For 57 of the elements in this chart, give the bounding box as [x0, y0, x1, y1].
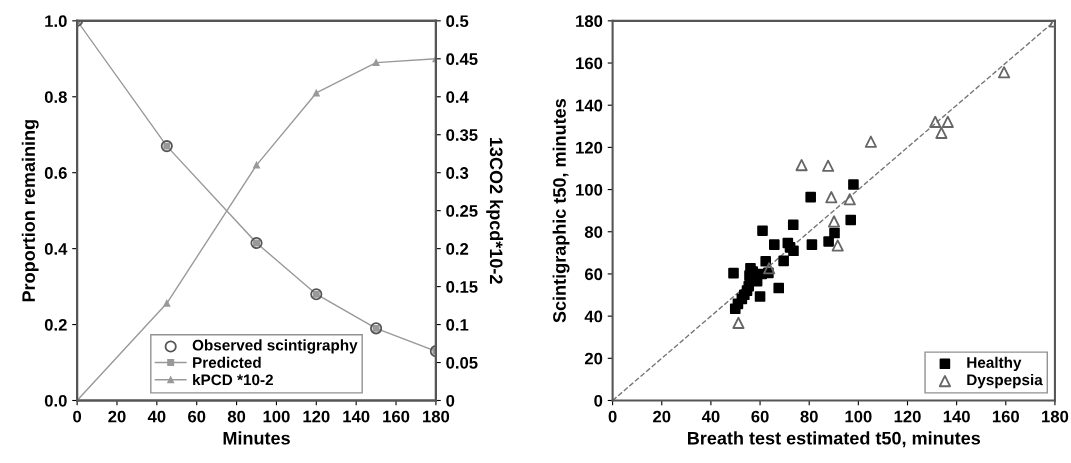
- x-tick-label: 100: [263, 410, 290, 423]
- x-tick-label: 80: [800, 410, 818, 423]
- y-tick-label: 20: [584, 352, 603, 365]
- x-tick-label: 180: [423, 410, 450, 423]
- x-tick-label: 0: [608, 410, 617, 423]
- y2-axis-title: 13CO2 kpcd*10-2: [486, 138, 504, 284]
- x-tick-label: 60: [188, 410, 206, 423]
- y-tick-label: 0: [594, 394, 603, 407]
- y-axis-title: Proportion remaining: [21, 120, 39, 302]
- y2-tick-label: 0.5: [446, 15, 469, 28]
- x-tick-label: 80: [227, 410, 246, 423]
- y-tick-label: 0.0: [44, 394, 67, 407]
- x-tick-label: 140: [343, 410, 370, 423]
- y-tick-label: 160: [576, 57, 603, 70]
- y-tick-label: 140: [576, 99, 603, 112]
- y2-tick-label: 0.4: [446, 91, 469, 103]
- x-tick-label: 40: [147, 410, 166, 423]
- legend-label: kPCD *10-2: [193, 374, 273, 386]
- y-tick-label: 1.0: [45, 15, 67, 28]
- x-tick-label: 20: [108, 410, 126, 423]
- y-tick-label: 60: [584, 268, 603, 281]
- y-tick-label: 120: [576, 141, 603, 154]
- y-tick-label: 0.4: [44, 243, 68, 255]
- x-tick-label: 0: [73, 410, 82, 423]
- x-tick-label: 60: [751, 410, 769, 423]
- y2-tick-label: 0.35: [446, 129, 478, 141]
- x-tick-label: 120: [303, 410, 330, 423]
- y2-tick-label: 0.15: [446, 281, 478, 293]
- y-tick-label: 180: [576, 15, 603, 28]
- legend-label: Healthy: [967, 356, 1022, 371]
- x-tick-label: 160: [992, 410, 1020, 423]
- y-tick-label: 0.8: [44, 91, 67, 103]
- x-tick-label: 20: [653, 410, 671, 423]
- x-tick-label: 120: [894, 410, 921, 423]
- legend-label: Observed scintigraphy: [192, 339, 358, 354]
- y2-tick-label: 0.05: [446, 356, 478, 369]
- legend-label: Predicted: [193, 356, 261, 368]
- y2-tick-label: 0.25: [446, 205, 478, 217]
- y-tick-label: 80: [584, 226, 603, 238]
- y2-tick-label: 0.1: [446, 318, 469, 331]
- y-tick-label: 40: [584, 310, 603, 323]
- y2-tick-label: 0.3: [446, 167, 469, 179]
- legend-label: Dyspepsia: [967, 374, 1043, 389]
- x-tick-label: 160: [383, 410, 410, 423]
- y-tick-label: 0.2: [44, 318, 67, 331]
- y-tick-label: 100: [576, 183, 603, 196]
- x-tick-label: 140: [943, 410, 970, 423]
- x-axis-title: Minutes: [223, 431, 290, 445]
- y2-tick-label: 0: [446, 394, 455, 407]
- y-axis-title: Scintigraphic t50, minutes: [552, 99, 570, 323]
- x-tick-label: 40: [701, 410, 720, 423]
- x-tick-label: 180: [1042, 410, 1069, 423]
- x-axis-title: Breath test estimated t50, minutes: [687, 431, 981, 448]
- y2-tick-label: 0.2: [446, 243, 469, 255]
- y2-tick-label: 0.45: [446, 53, 478, 65]
- x-tick-label: 100: [845, 410, 872, 423]
- y-tick-label: 0.6: [44, 167, 67, 179]
